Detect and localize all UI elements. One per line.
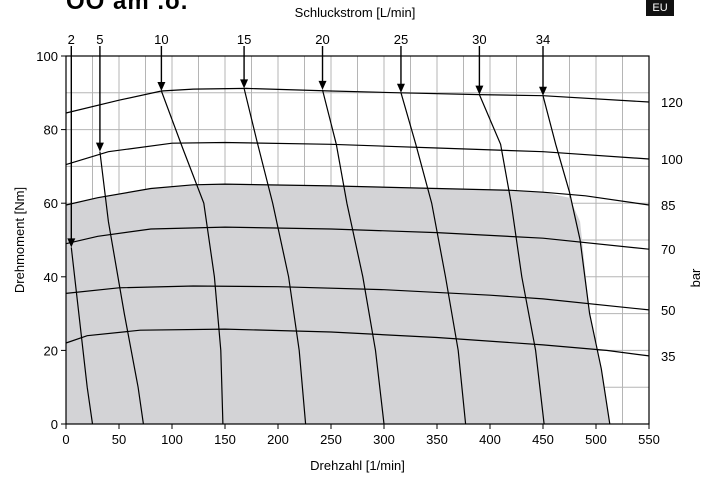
pressure-curve-35 bbox=[65, 328, 650, 357]
pressure-label-70: 70 bbox=[661, 242, 675, 257]
flow-label-15: 15 bbox=[237, 32, 251, 47]
x-tick-label: 500 bbox=[585, 432, 607, 447]
pressure-label-120: 120 bbox=[661, 95, 683, 110]
pressure-label-85: 85 bbox=[661, 198, 675, 213]
flow-curves: 2 5 10 15 20 25 30 34 bbox=[67, 32, 611, 425]
flow-label-30: 30 bbox=[472, 32, 486, 47]
x-tick-label: 400 bbox=[479, 432, 501, 447]
flow-curve-20 bbox=[321, 89, 385, 425]
flow-arrow-head-10 bbox=[157, 81, 166, 91]
pressure-label-35: 35 bbox=[661, 349, 675, 364]
x-tick-label: 550 bbox=[638, 432, 660, 447]
flow-label-10: 10 bbox=[154, 32, 168, 47]
flow-arrow-head-25 bbox=[396, 83, 405, 93]
x-tick-label: 450 bbox=[532, 432, 554, 447]
flow-arrow-head-15 bbox=[240, 79, 249, 89]
pressure-curve-120 bbox=[65, 87, 650, 114]
axis-ticks: 0 50 100 150 200 250 300 350 400 450 500 550 0 20 40 60… bbox=[36, 49, 660, 447]
flow-curve-5 bbox=[99, 151, 144, 425]
y-axis-label: Drehmoment [Nm] bbox=[12, 187, 27, 293]
y-tick-label: 80 bbox=[44, 123, 58, 138]
flow-arrow-head-20 bbox=[318, 80, 327, 90]
y-tick-label: 100 bbox=[36, 49, 58, 64]
top-axis-label: Schluckstrom [L/min] bbox=[294, 5, 416, 20]
flow-curve-15 bbox=[243, 88, 307, 425]
region-badge: EU bbox=[646, 0, 674, 16]
model-title: OO am .o. bbox=[66, 0, 189, 15]
flow-label-25: 25 bbox=[394, 32, 408, 47]
flow-label-34: 34 bbox=[536, 32, 550, 47]
flow-curve-2 bbox=[70, 247, 94, 425]
flow-curve-30 bbox=[478, 94, 545, 425]
flow-arrow-head-30 bbox=[475, 85, 484, 95]
flow-label-5: 5 bbox=[96, 32, 103, 47]
flow-label-20: 20 bbox=[315, 32, 329, 47]
x-tick-label: 0 bbox=[62, 432, 69, 447]
x-tick-label: 250 bbox=[320, 432, 342, 447]
pressure-curve-85 bbox=[65, 183, 650, 206]
y-tick-label: 60 bbox=[44, 196, 58, 211]
pressure-label-50: 50 bbox=[661, 303, 675, 318]
flow-arrow-head-5 bbox=[95, 142, 104, 152]
x-axis-label: Drehzahl [1/min] bbox=[310, 458, 405, 473]
x-tick-label: 50 bbox=[112, 432, 126, 447]
pressure-curve-100 bbox=[65, 141, 650, 166]
operating-region bbox=[66, 184, 610, 424]
x-tick-label: 300 bbox=[373, 432, 395, 447]
x-tick-label: 350 bbox=[426, 432, 448, 447]
right-axis-label: bar bbox=[688, 268, 703, 287]
flow-arrow-head-2 bbox=[67, 238, 76, 248]
flow-curve-25 bbox=[400, 92, 467, 425]
x-tick-label: 100 bbox=[161, 432, 183, 447]
plot-frame bbox=[65, 55, 650, 425]
y-tick-label: 0 bbox=[51, 417, 58, 432]
flow-arrow-head-34 bbox=[539, 86, 547, 96]
pressure-label-100: 100 bbox=[661, 152, 683, 167]
flow-curve-34 bbox=[542, 95, 611, 425]
x-tick-label: 150 bbox=[214, 432, 236, 447]
pressure-curve-50 bbox=[65, 285, 650, 311]
y-tick-label: 40 bbox=[44, 270, 58, 285]
y-tick-label: 20 bbox=[44, 343, 58, 358]
flow-label-2: 2 bbox=[68, 32, 75, 47]
flow-curve-10 bbox=[160, 90, 224, 425]
x-tick-label: 200 bbox=[267, 432, 289, 447]
